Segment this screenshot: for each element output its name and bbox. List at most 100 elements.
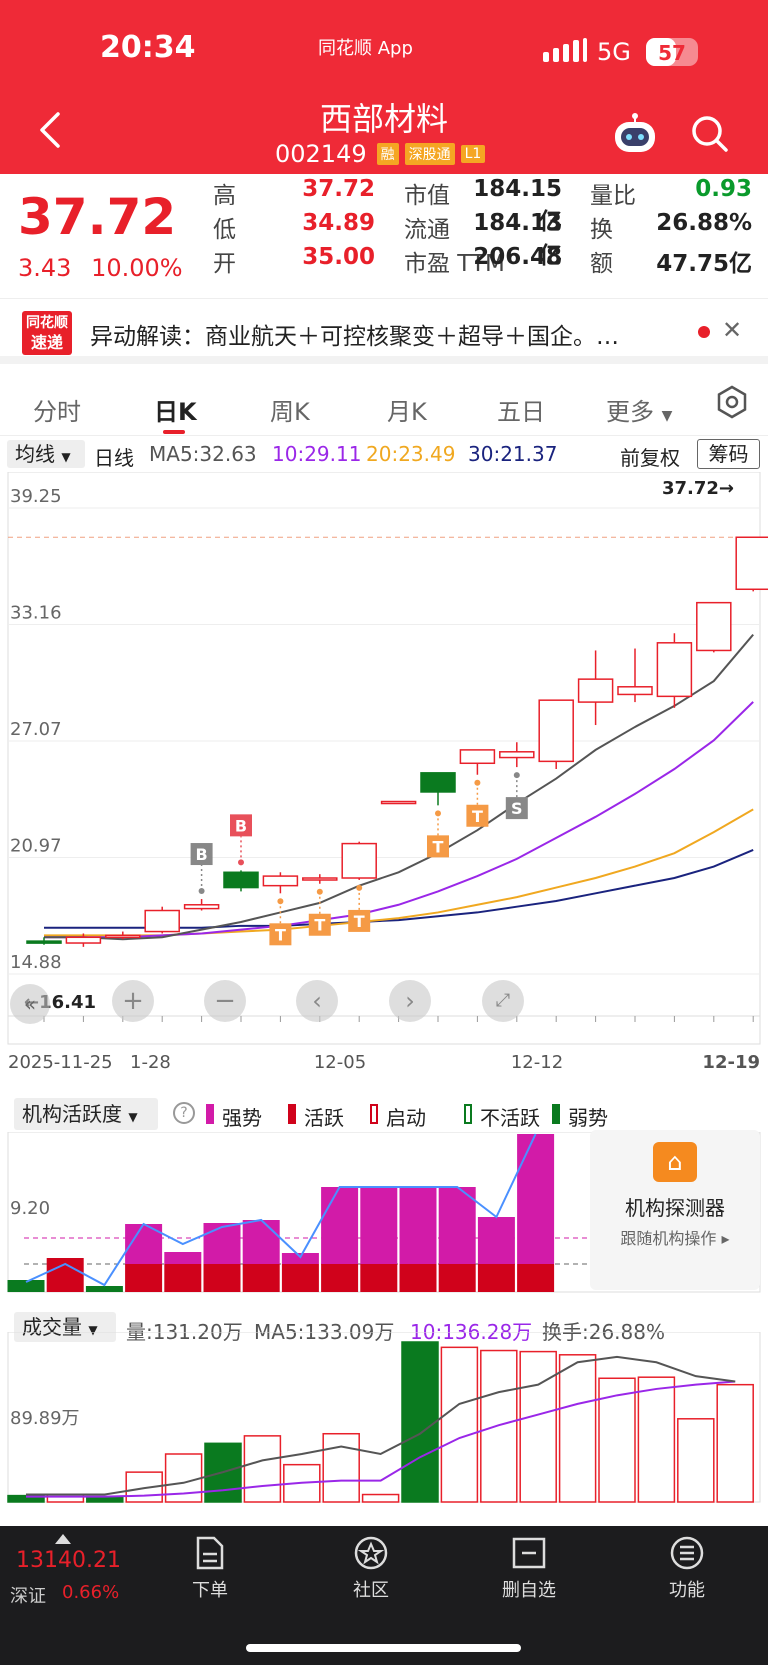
nav-remove-label: 删自选 (502, 1580, 556, 1601)
volume-bar (519, 1350, 557, 1503)
search-icon[interactable] (690, 114, 730, 154)
candle-body (735, 536, 768, 591)
candle-body (262, 875, 299, 887)
fullscreen-icon[interactable]: ⤢ (482, 980, 524, 1022)
collapse-icon[interactable]: « (10, 984, 50, 1024)
quote-value: 34.89 (302, 210, 375, 236)
volume-bar (401, 1341, 439, 1503)
volume-bar (677, 1418, 715, 1503)
ma-type-select[interactable]: 均线 ▼ (7, 440, 85, 468)
tab-weekly-k[interactable]: 周K (270, 398, 310, 426)
candle-body (302, 877, 338, 881)
signal-dot (277, 898, 284, 905)
help-icon[interactable]: ? (173, 1102, 195, 1124)
signal-badge (505, 797, 528, 820)
back-arrow-icon[interactable] (36, 110, 62, 150)
nav-functions[interactable]: 功能 (637, 1536, 737, 1602)
volume-bar (46, 1493, 85, 1503)
activity-bar-base (477, 1264, 515, 1292)
zoom-out-icon[interactable]: − (204, 980, 246, 1022)
stock-subtitle: 002149 融 深股通 L1 (275, 140, 486, 168)
candle-body (380, 800, 417, 805)
order-document-icon (196, 1536, 224, 1570)
tab-monthly-k[interactable]: 月K (387, 398, 427, 426)
change-amount: 3.43 (18, 254, 72, 282)
news-banner[interactable]: 同花顺 速递 异动解读：商业航天＋可控核聚变＋超导＋国企。… (0, 298, 768, 364)
candlestick-chart[interactable]: B B T T T T T S 39.25 33.16 27.07 20.97 14.88 37.72→… (0, 472, 768, 1082)
detector-subtitle-text: 跟随机构操作 (620, 1229, 717, 1248)
tab-intraday[interactable]: 分时 (33, 398, 81, 426)
volume-bar (322, 1432, 360, 1503)
detector-subtitle: 跟随机构操作 ▸ (620, 1229, 730, 1248)
logo-line1: 同花顺 (26, 315, 68, 331)
x-tick-label: 12-05 (314, 1052, 366, 1073)
close-icon[interactable]: ✕ (722, 316, 743, 344)
settings-hexagon-icon[interactable] (714, 384, 750, 420)
candle-body (617, 686, 653, 696)
quote-label: 市盈 TTM (404, 251, 505, 277)
volume-select[interactable]: 成交量 ▼ (14, 1312, 116, 1342)
candle-body (656, 642, 693, 698)
nav-remove-watchlist[interactable]: 删自选 (479, 1536, 579, 1602)
nav-community[interactable]: 社区 (321, 1536, 421, 1602)
index-percent: 0.66% (62, 1582, 120, 1603)
signal-label: B (195, 845, 207, 864)
signal-label: T (314, 916, 325, 935)
candle-body (696, 601, 732, 652)
robot-assistant-icon[interactable] (612, 112, 658, 154)
last-price-label: 37.72→ (662, 478, 734, 499)
home-indicator (246, 1644, 521, 1652)
candle-body (499, 751, 535, 759)
quote-value: 0.93 (695, 176, 752, 202)
volume-title: 成交量 (22, 1315, 82, 1339)
activity-bar-strong (203, 1223, 241, 1264)
y-tick-label: 89.89万 (10, 1408, 80, 1429)
unread-dot-icon (698, 326, 710, 338)
adjust-mode[interactable]: 前复权 (620, 446, 680, 470)
activity-bar-strong (517, 1134, 555, 1264)
volume-bar (480, 1349, 518, 1503)
tab-five-day[interactable]: 五日 (497, 398, 545, 426)
scroll-left-icon[interactable]: ‹ (296, 980, 338, 1022)
volume-bar (558, 1354, 597, 1503)
signal-dot (356, 884, 363, 891)
change-percent: 10.00% (91, 254, 183, 282)
activity-bar-strong (321, 1187, 359, 1264)
volume-bar (243, 1435, 282, 1503)
institution-detector-card[interactable]: ⌂ 机构探测器 跟随机构操作 ▸ (590, 1130, 760, 1290)
functions-menu-icon (670, 1536, 704, 1570)
signal-dot (316, 888, 323, 895)
tab-more[interactable]: 更多 ▼ (606, 392, 672, 427)
y-tick-label: 14.88 (10, 952, 62, 973)
activity-bar (85, 1286, 123, 1292)
level-tag: L1 (460, 145, 486, 163)
candle-body (577, 678, 614, 703)
quote-value: 26.88% (656, 210, 752, 236)
chip-distribution-button[interactable]: 筹码 (697, 439, 760, 469)
period-tabs: 分时 日K 周K 月K 五日 更多 ▼ (0, 372, 768, 436)
ma20-value: 20:23.49 (366, 442, 456, 466)
tab-daily-k[interactable]: 日K (154, 398, 197, 426)
caret-down-icon: ▼ (61, 450, 71, 464)
volume-chart: 89.89万 (7, 1332, 761, 1503)
zoom-in-icon[interactable]: + (112, 980, 154, 1022)
activity-bar-base (125, 1264, 163, 1292)
signal-badge (466, 804, 489, 827)
activity-bar-base (164, 1264, 202, 1292)
chart-frame (7, 472, 761, 1045)
activity-bar-base (438, 1264, 476, 1292)
signal-badge (190, 843, 213, 866)
candle-body (105, 934, 141, 939)
index-value[interactable]: 13140.21 (16, 1548, 121, 1573)
institution-select[interactable]: 机构活跃度 ▼ (14, 1098, 158, 1130)
scroll-right-icon[interactable]: › (389, 980, 431, 1022)
quote-label: 流通 (404, 217, 450, 243)
x-tick-label: 12-19 (702, 1052, 760, 1073)
quote-value: 35.00 (302, 244, 375, 270)
network-type: 5G (597, 38, 631, 66)
nav-order[interactable]: 下单 (160, 1536, 260, 1602)
activity-bar-base (517, 1264, 555, 1292)
quote-label: 额 (590, 251, 613, 277)
quote-value: 37.72 (302, 176, 375, 202)
logo-line2: 速递 (30, 333, 63, 352)
